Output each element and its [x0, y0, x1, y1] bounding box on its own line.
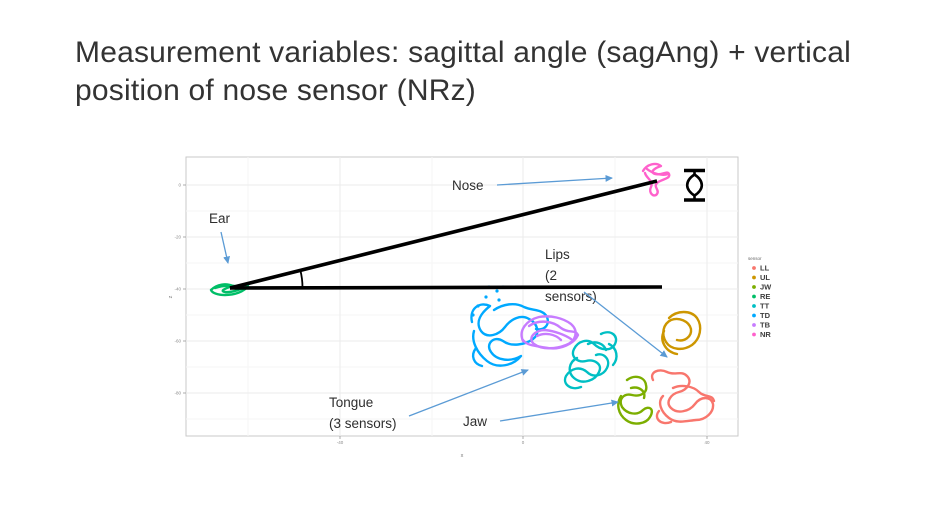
ear-label: Ear: [209, 211, 231, 226]
legend-item-TT: TT: [752, 302, 770, 311]
legend-dot-TB: [752, 323, 756, 327]
gridlines-minor: [186, 157, 738, 436]
legend-label-NR: NR: [760, 330, 771, 339]
cluster-JW: [617, 375, 654, 425]
angle-arc: [299, 269, 304, 288]
legend-title: sensor: [748, 256, 762, 261]
lips-arrow: [583, 291, 668, 358]
legend-label-TT: TT: [760, 302, 770, 311]
cluster-TB: [520, 315, 580, 350]
legend-label-RE: RE: [760, 292, 770, 301]
lips-label-line3: sensors): [545, 289, 597, 304]
tongue-label-line2: (3 sensors): [329, 416, 397, 431]
jaw-label: Jaw: [463, 414, 487, 429]
lips-label-line2: (2: [545, 268, 557, 283]
cluster-TT: [563, 331, 618, 390]
legend: sensor LL UL JW RE TT: [748, 256, 772, 339]
x-axis-tick-labels: -40 0 40: [337, 440, 710, 445]
x-tick: 0: [522, 440, 525, 445]
horizontal-reference-line: [229, 285, 663, 290]
y-tick: 0: [178, 183, 181, 188]
legend-item-RE: RE: [752, 292, 770, 301]
x-tick: -40: [337, 440, 344, 445]
y-axis-title: z: [168, 295, 174, 298]
legend-dot-UL: [752, 275, 756, 280]
legend-label-LL: LL: [760, 264, 770, 273]
legend-item-TB: TB: [752, 321, 771, 330]
ear-arrow: [220, 231, 230, 264]
gridlines-major: [186, 157, 738, 436]
plot-panel: [185, 156, 739, 437]
legend-item-LL: LL: [752, 264, 770, 273]
legend-dot-RE: [752, 294, 756, 299]
y-tick: -20: [174, 235, 181, 240]
legend-item-UL: UL: [752, 273, 770, 282]
y-tick: -80: [174, 391, 181, 396]
cluster-NR: [641, 162, 671, 197]
axis-ticks: [183, 184, 708, 439]
x-tick: 40: [704, 440, 710, 445]
legend-dot-JW: [752, 285, 756, 289]
legend-dot-TT: [752, 304, 756, 308]
cluster-LL: [650, 369, 716, 425]
legend-dot-LL: [752, 266, 756, 270]
sagittal-angle-overlay: [229, 179, 663, 290]
cluster-UL: [661, 310, 702, 356]
slide-title: Measurement variables: sagittal angle (s…: [75, 36, 851, 108]
legend-item-JW: JW: [752, 283, 772, 292]
legend-label-TD: TD: [760, 311, 771, 320]
y-axis-tick-labels: 0 -20 -40 -60 -80: [174, 183, 181, 396]
legend-label-TB: TB: [760, 321, 771, 330]
legend-item-TD: TD: [752, 311, 771, 320]
lips-label-line1: Lips: [545, 247, 570, 262]
y-tick: -40: [174, 287, 181, 292]
legend-item-NR: NR: [752, 330, 771, 339]
nose-arrow: [496, 174, 613, 186]
tongue-label-line1: Tongue: [329, 395, 373, 410]
legend-label-UL: UL: [760, 273, 770, 282]
x-axis-title: x: [461, 453, 464, 459]
tongue-label: Tongue (3 sensors): [329, 395, 397, 431]
nose-label: Nose: [452, 178, 484, 193]
jaw-arrow: [499, 399, 619, 422]
lips-label: Lips (2 sensors): [545, 247, 597, 304]
y-tick: -60: [174, 339, 181, 344]
vertical-range-icon: [684, 168, 705, 202]
legend-dot-NR: [752, 332, 756, 337]
legend-dot-TD: [752, 313, 756, 318]
tongue-arrow: [408, 369, 529, 417]
legend-label-JW: JW: [760, 283, 772, 292]
